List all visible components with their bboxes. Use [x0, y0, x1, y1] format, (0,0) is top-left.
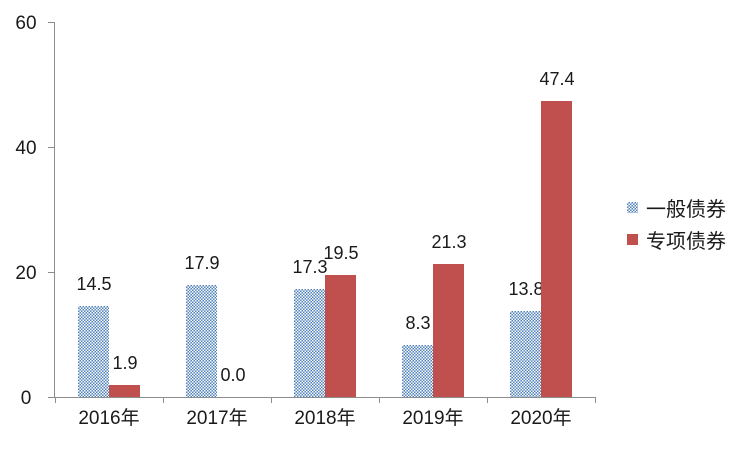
bar-value-label: 19.5: [323, 243, 359, 263]
legend-item-special-bonds: 专项债券: [627, 227, 726, 253]
x-axis-label: 2019年: [402, 408, 464, 429]
bar-value-label: 21.3: [431, 232, 467, 252]
bar-value-label: 17.9: [184, 253, 220, 273]
bar-value-label: 47.4: [539, 69, 575, 89]
bar-general-4: [510, 311, 541, 397]
bar-general-0: [78, 306, 109, 397]
x-axis-tick: [379, 397, 380, 403]
bar-value-label: 14.5: [76, 274, 112, 294]
y-axis-tick: [48, 147, 55, 148]
x-axis-tick: [55, 397, 56, 403]
y-axis-label: 20: [15, 263, 37, 284]
x-axis-label: 2016年: [78, 408, 140, 429]
bar-special-2: [325, 275, 356, 397]
bar-general-1: [186, 285, 217, 397]
x-axis-label: 2018年: [294, 408, 356, 429]
x-axis-tick: [487, 397, 488, 403]
y-axis-label: 60: [15, 13, 37, 34]
x-axis-tick: [595, 397, 596, 403]
y-axis-line: [54, 22, 55, 397]
bar-general-3: [402, 345, 433, 397]
bar-value-label: 0.0: [220, 365, 246, 385]
legend-swatch-special-bonds-icon: [627, 234, 638, 245]
legend-label-general-bonds: 一般债券: [646, 199, 726, 221]
bar-value-label: 13.8: [508, 279, 544, 299]
x-axis-tick: [271, 397, 272, 403]
y-axis-tick: [48, 22, 55, 23]
y-axis-label: 40: [15, 138, 37, 159]
bar-special-0: [109, 385, 140, 397]
x-axis-tick: [163, 397, 164, 403]
bar-value-label: 1.9: [112, 353, 138, 373]
y-axis-tick: [48, 397, 55, 398]
x-axis-line: [55, 397, 595, 398]
y-axis-label: 0: [20, 388, 32, 409]
x-axis-label: 2017年: [186, 408, 248, 429]
bar-general-2: [294, 289, 325, 397]
x-axis-label: 2020年: [510, 408, 572, 429]
bar-value-label: 8.3: [405, 313, 431, 333]
y-axis-tick: [48, 272, 55, 273]
chart-legend: 一般债券 专项债券: [627, 195, 726, 259]
legend-swatch-general-bonds-icon: [627, 202, 638, 213]
legend-label-special-bonds: 专项债券: [646, 231, 726, 253]
bar-value-label: 17.3: [292, 257, 328, 277]
bar-special-4: [541, 101, 572, 397]
legend-item-general-bonds: 一般债券: [627, 195, 726, 221]
bar-special-3: [433, 264, 464, 397]
